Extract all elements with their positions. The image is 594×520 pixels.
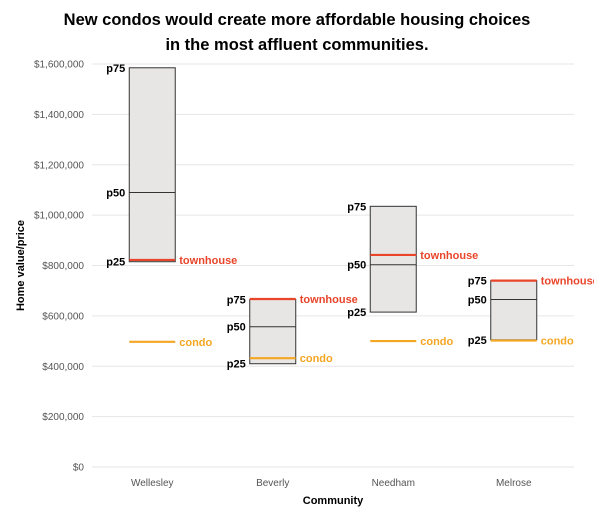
- iqr-box: [369, 205, 417, 313]
- y-tick-label: $1,400,000: [34, 110, 84, 121]
- box-wellesley: p75 p50 p25 townhouse condo: [106, 63, 237, 349]
- p25-label: p25: [347, 307, 366, 319]
- chart-title-line2: in the most affluent communities.: [165, 36, 429, 54]
- y-tick-label: $0: [73, 463, 85, 474]
- p25-label: p25: [227, 359, 246, 371]
- condo-label: condo: [179, 337, 212, 349]
- iqr-box: [490, 280, 538, 341]
- y-tick-label: $1,600,000: [34, 60, 84, 71]
- box-needham: p75 p50 p25 townhouse condo: [347, 201, 478, 348]
- x-tick-label: Beverly: [256, 478, 289, 489]
- chart-title-line1: New condos would create more affordable …: [63, 11, 531, 29]
- y-tick-label: $1,000,000: [34, 211, 84, 222]
- condo-label: condo: [420, 336, 453, 348]
- townhouse-label: townhouse: [179, 255, 237, 267]
- y-tick-label: $200,000: [42, 412, 84, 423]
- iqr-box: [249, 299, 297, 365]
- p75-label: p75: [468, 276, 487, 288]
- y-tick-label: $800,000: [42, 261, 84, 272]
- y-tick-label: $1,200,000: [34, 160, 84, 171]
- chart-title: New condos would create more affordable …: [0, 8, 594, 58]
- p75-label: p75: [106, 63, 125, 75]
- box-beverly: p75 p50 p25 townhouse condo: [227, 294, 358, 371]
- x-tick-label: Melrose: [496, 478, 532, 489]
- p50-label: p50: [347, 260, 366, 272]
- p25-label: p25: [468, 335, 487, 347]
- p75-label: p75: [227, 295, 246, 307]
- condo-label: condo: [300, 353, 333, 365]
- p25-label: p25: [106, 257, 125, 269]
- p50-label: p50: [468, 295, 487, 307]
- y-tick-label: $600,000: [42, 311, 84, 322]
- x-tick-label: Wellesley: [131, 478, 174, 489]
- y-axis-title: Home value/price: [15, 220, 27, 311]
- x-axis: Wellesley Beverly Needham Melrose: [131, 478, 532, 489]
- box-melrose: p75 p50 p25 townhouse condo: [468, 276, 594, 348]
- p75-label: p75: [347, 201, 366, 213]
- x-tick-label: Needham: [372, 478, 415, 489]
- townhouse-label: townhouse: [541, 276, 594, 288]
- p50-label: p50: [106, 187, 125, 199]
- y-axis: $0 $200,000 $400,000 $600,000 $800,000 $1,000…: [34, 60, 84, 474]
- y-tick-label: $400,000: [42, 362, 84, 373]
- iqr-box: [128, 67, 176, 263]
- p50-label: p50: [227, 322, 246, 334]
- condo-label: condo: [541, 336, 574, 348]
- townhouse-label: townhouse: [420, 250, 478, 262]
- x-axis-title: Community: [303, 495, 364, 507]
- townhouse-label: townhouse: [300, 294, 358, 306]
